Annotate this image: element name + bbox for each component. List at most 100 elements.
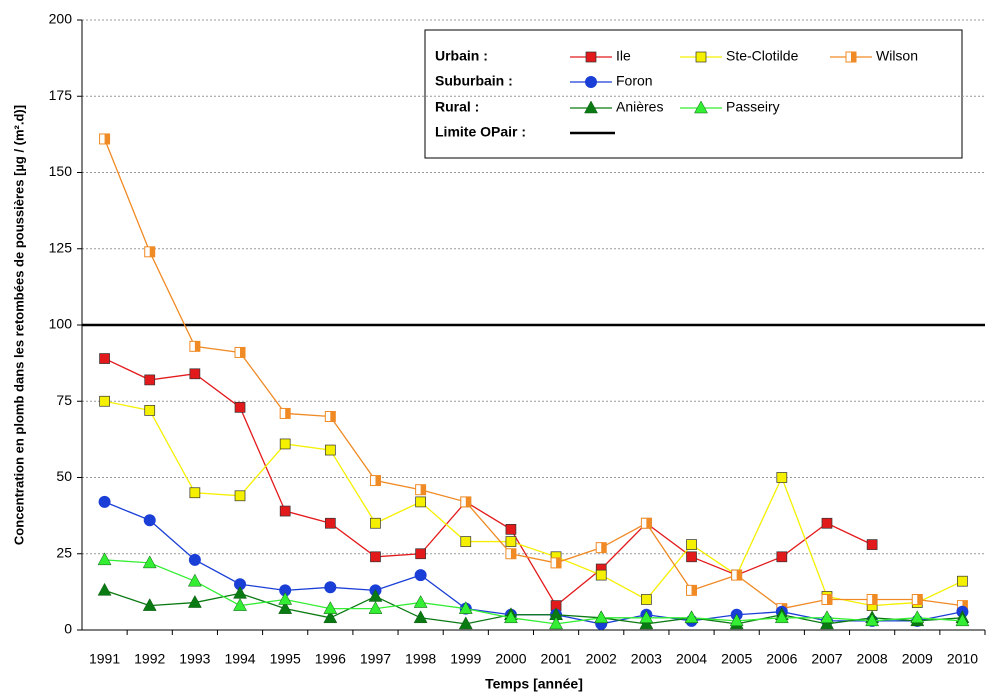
point: [594, 610, 609, 624]
point: [776, 472, 788, 483]
point: [370, 551, 381, 563]
point: [774, 610, 789, 624]
y-axis-title: Concentration en plomb dans les retombée…: [11, 105, 26, 545]
point: [142, 598, 157, 611]
point: [99, 353, 110, 364]
x-axis-title: Temps [année]: [485, 676, 583, 692]
y-tick-label: 175: [49, 87, 73, 103]
point: [415, 496, 426, 508]
point: [278, 601, 293, 614]
x-tick-label: 2004: [676, 651, 707, 667]
point: [143, 514, 156, 527]
y-tick-label: 50: [56, 468, 72, 484]
series-line: [104, 501, 963, 625]
point: [821, 517, 833, 529]
point: [324, 581, 337, 594]
point-half: [330, 411, 336, 422]
point: [865, 613, 880, 627]
point-half: [375, 475, 381, 486]
y-tick-label: 200: [49, 11, 73, 27]
x-tick-label: 2007: [811, 651, 842, 667]
point-half: [510, 548, 516, 559]
y-tick-label: 150: [49, 163, 73, 179]
point: [324, 517, 336, 529]
x-tick-label: 1992: [134, 651, 165, 667]
point: [504, 610, 518, 624]
point: [98, 495, 111, 508]
point: [368, 601, 383, 614]
point: [324, 444, 336, 456]
series-line: [104, 357, 873, 607]
point-half: [872, 594, 878, 605]
legend-box: [424, 29, 963, 159]
point: [323, 601, 338, 614]
point: [639, 610, 654, 624]
point: [955, 613, 970, 627]
x-tick-label: 1999: [450, 651, 481, 667]
legend-marker: [695, 51, 707, 63]
x-tick-label: 2008: [857, 651, 888, 667]
point: [97, 552, 112, 566]
legend-marker: [584, 100, 598, 114]
point: [99, 395, 110, 407]
point-half: [826, 594, 832, 605]
point: [144, 374, 156, 386]
legend-label: Wilson: [876, 48, 918, 64]
point: [233, 585, 247, 599]
x-tick-label: 1996: [315, 651, 346, 667]
point: [595, 569, 607, 581]
x-tick-label: 2009: [902, 651, 933, 667]
point: [910, 610, 925, 624]
y-tick-label: 0: [64, 621, 72, 637]
point: [279, 438, 291, 450]
point-half: [556, 557, 562, 568]
point: [413, 610, 428, 624]
point: [414, 569, 427, 582]
point: [142, 555, 157, 569]
x-tick-label: 1994: [224, 651, 255, 667]
y-tick-label: 25: [56, 544, 72, 560]
point: [233, 598, 247, 611]
point-half: [646, 518, 652, 529]
series-line: [103, 138, 963, 610]
legend-marker: [694, 100, 708, 114]
point: [144, 405, 156, 416]
point: [820, 610, 834, 624]
point-half: [149, 246, 155, 257]
point: [189, 368, 201, 380]
point-half: [240, 347, 246, 358]
point: [188, 553, 201, 566]
y-tick-label: 100: [49, 316, 73, 332]
point: [279, 505, 291, 517]
point: [458, 601, 473, 614]
legend-label: Anières: [616, 99, 663, 115]
point: [686, 551, 697, 563]
legend-label: Ile: [616, 48, 631, 64]
point: [187, 595, 202, 608]
point: [323, 610, 338, 624]
point-half: [194, 341, 200, 352]
x-tick-label: 2000: [495, 651, 526, 667]
point: [189, 487, 201, 499]
x-tick-label: 2001: [540, 651, 571, 667]
point: [234, 490, 246, 502]
point: [866, 539, 878, 550]
point: [684, 610, 699, 624]
point: [641, 594, 652, 605]
point-half: [962, 600, 968, 611]
x-tick-label: 1997: [360, 651, 391, 667]
legend-label: Foron: [616, 73, 653, 89]
legend-label: Ste-Clotilde: [726, 48, 799, 64]
point: [370, 517, 381, 529]
point: [505, 536, 517, 547]
point-half: [104, 133, 110, 144]
y-tick-label: 75: [56, 392, 72, 408]
legend-group-label: Rural :: [435, 99, 479, 115]
point-half: [465, 496, 471, 507]
point: [460, 536, 472, 547]
x-tick-label: 2002: [586, 651, 617, 667]
point: [505, 523, 517, 535]
x-tick-label: 2005: [721, 651, 752, 667]
point: [415, 548, 426, 560]
